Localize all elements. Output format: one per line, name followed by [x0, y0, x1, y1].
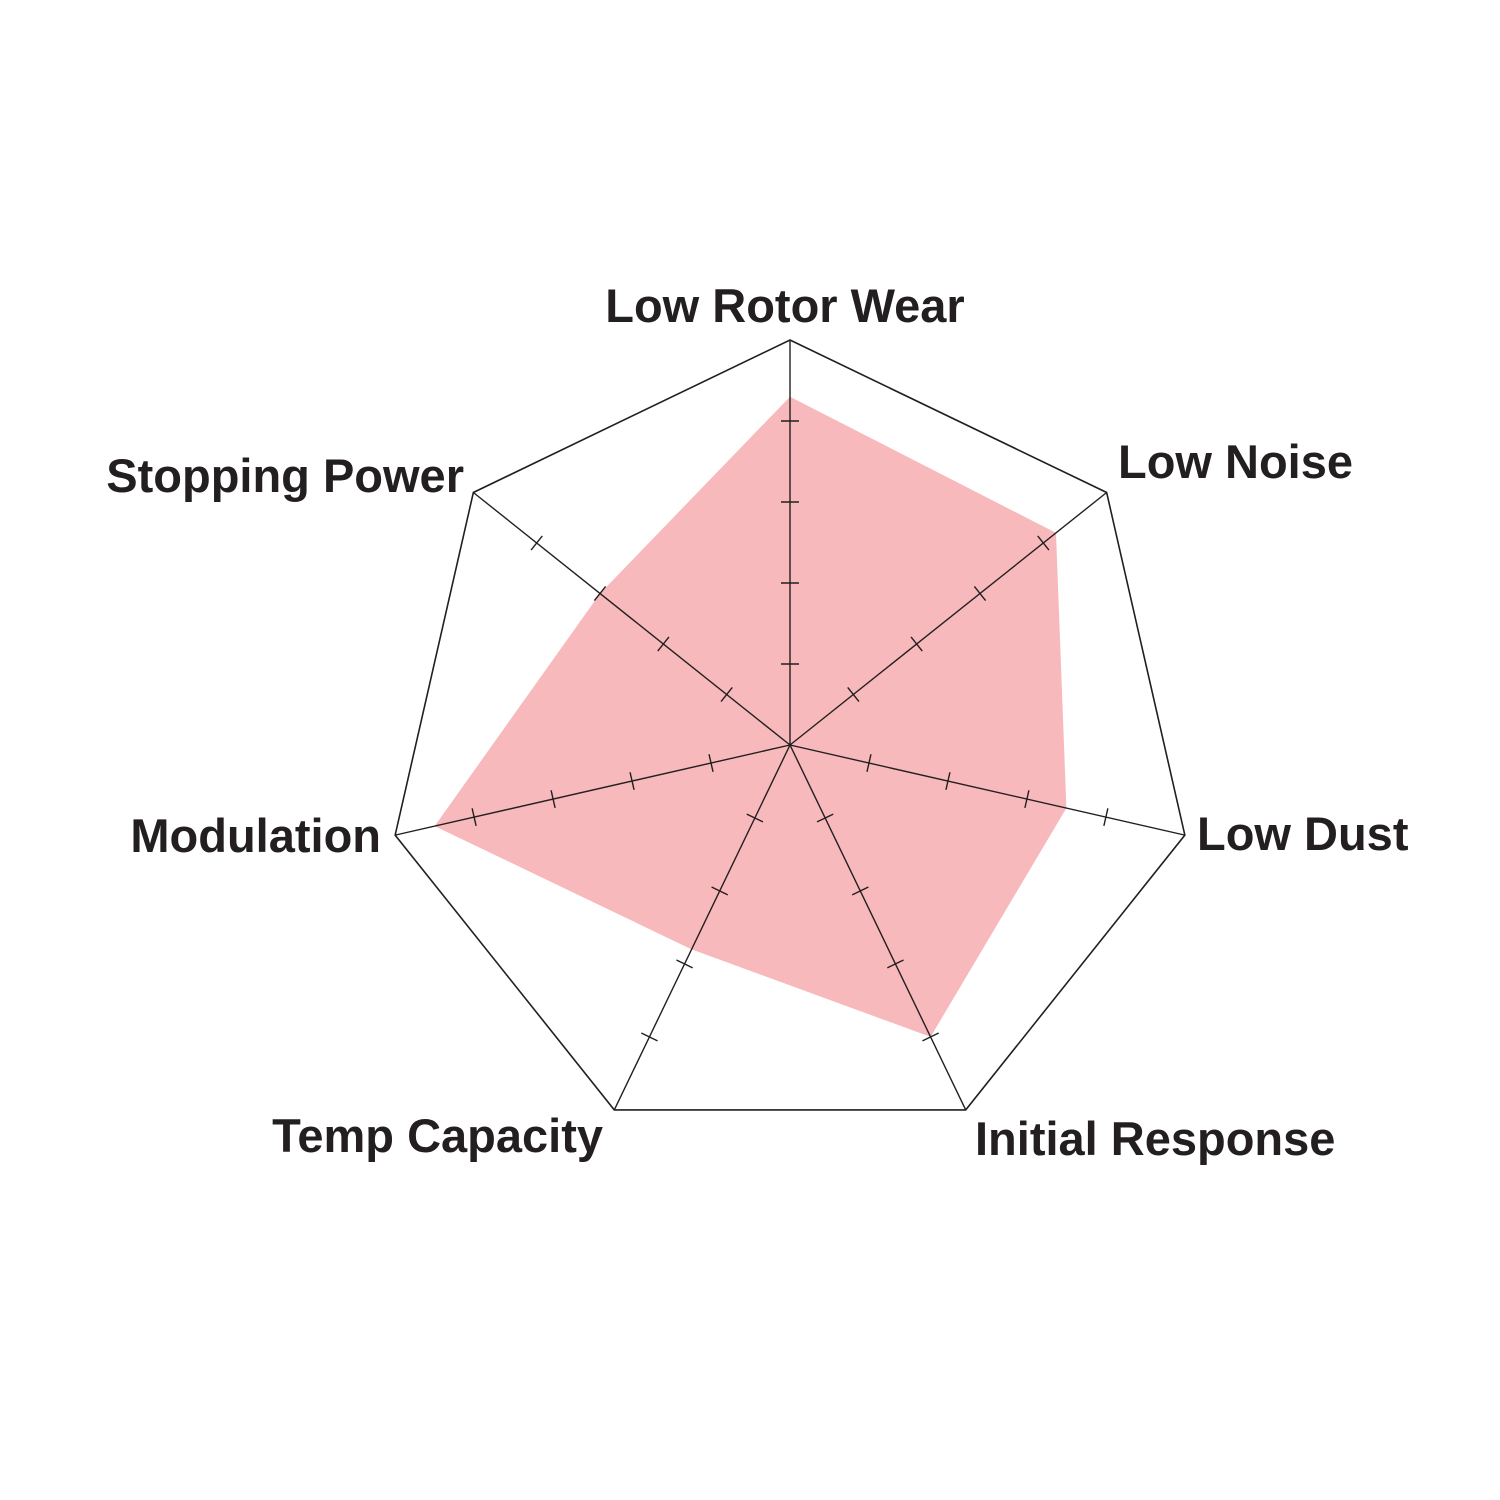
axis-labels: Low Rotor Wear Low Noise Low Dust Initia…	[106, 279, 1409, 1165]
axis-line	[613, 744, 791, 1111]
axis-tick	[593, 586, 607, 601]
axis-tick	[945, 772, 951, 790]
outer-polygon	[394, 339, 1186, 1111]
axis-tick	[847, 687, 860, 702]
axes	[394, 340, 1186, 1111]
axis-label-low-rotor-wear: Low Rotor Wear	[605, 279, 964, 332]
axis-label-stopping-power: Stopping Power	[106, 449, 464, 502]
axis-tick	[910, 636, 923, 652]
axis-tick	[708, 754, 714, 772]
axis-tick	[746, 813, 764, 823]
axis-label-low-dust: Low Dust	[1197, 807, 1409, 860]
axis-tick	[550, 790, 556, 809]
axis-tick	[711, 886, 729, 896]
axis-tick	[887, 959, 904, 969]
axis-tick	[1024, 790, 1030, 809]
axis-tick	[816, 813, 834, 823]
data-area	[434, 396, 1067, 1037]
axis-tick	[922, 1032, 939, 1042]
axis-tick	[530, 535, 543, 551]
axis-line	[472, 491, 791, 746]
axis-label-temp-capacity: Temp Capacity	[272, 1109, 603, 1162]
axis-label-initial-response: Initial Response	[975, 1112, 1335, 1165]
axis-line	[789, 744, 1186, 836]
axis-label-modulation: Modulation	[130, 809, 381, 862]
axis-tick	[851, 886, 869, 896]
axis-tick	[676, 959, 693, 969]
axis-tick	[866, 754, 872, 772]
axis-line	[789, 491, 1108, 746]
axis-line	[789, 744, 967, 1111]
axis-tick	[973, 586, 987, 601]
axis-tick	[1103, 808, 1109, 827]
axis-tick	[1037, 535, 1050, 551]
axis-tick	[720, 687, 733, 702]
axis-tick	[641, 1032, 658, 1042]
axis-tick	[629, 772, 635, 790]
axis-label-low-noise: Low Noise	[1118, 435, 1353, 488]
axis-tick	[471, 808, 477, 827]
axis-line	[394, 744, 791, 836]
axis-tick	[657, 636, 670, 652]
